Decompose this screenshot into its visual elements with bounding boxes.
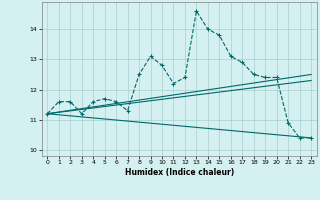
- X-axis label: Humidex (Indice chaleur): Humidex (Indice chaleur): [124, 168, 234, 177]
